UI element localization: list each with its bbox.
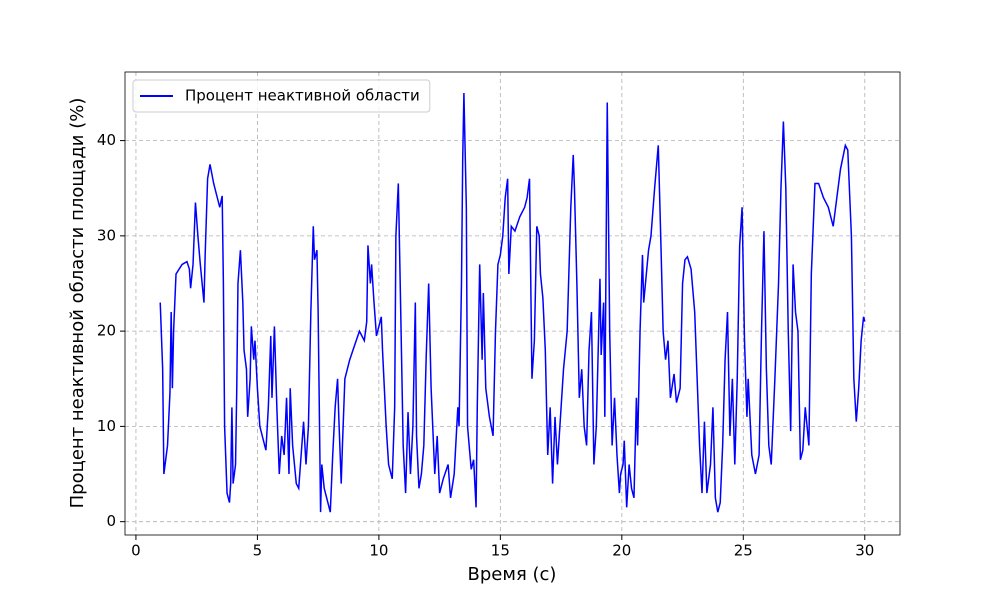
y-tick-label: 10 <box>97 417 116 435</box>
x-tick-label: 30 <box>855 542 874 560</box>
x-tick-label: 10 <box>369 542 388 560</box>
data-line <box>159 92 866 513</box>
y-tick-label: 0 <box>106 512 116 530</box>
x-axis-label: Время (с) <box>468 564 557 585</box>
x-tick-label: 5 <box>253 542 263 560</box>
x-tick-label: 0 <box>131 542 141 560</box>
legend: Процент неактивной области <box>132 79 431 113</box>
y-tick-label: 20 <box>97 322 116 340</box>
y-tick-label: 40 <box>97 131 116 149</box>
legend-box <box>132 79 431 113</box>
legend-label: Процент неактивной области <box>185 87 420 105</box>
x-tick-label: 15 <box>491 542 510 560</box>
plot-frame <box>124 71 901 536</box>
x-tick-label: 20 <box>612 542 631 560</box>
x-tick-label: 25 <box>734 542 753 560</box>
y-axis-label: Процент неактивной области площади (%) <box>67 98 88 509</box>
y-tick-label: 30 <box>97 226 116 244</box>
